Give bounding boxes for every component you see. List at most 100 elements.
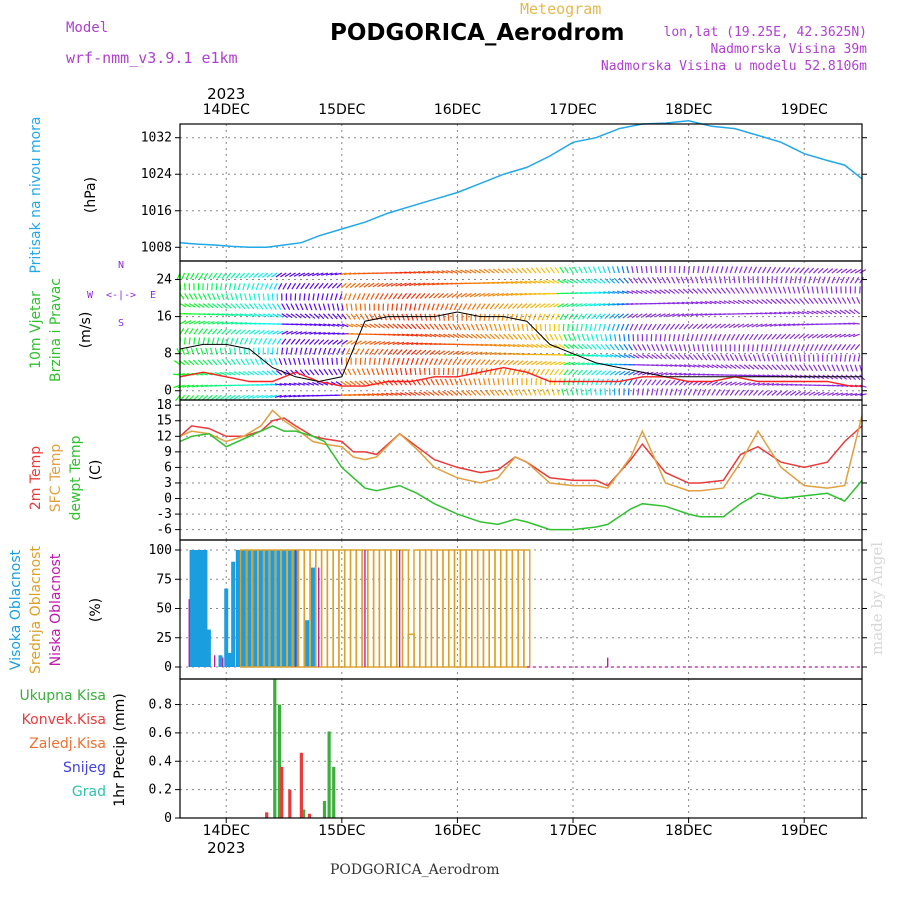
wind-barb	[429, 323, 435, 330]
wind-barb	[839, 333, 847, 338]
wind-barb	[600, 343, 606, 350]
wind-barb	[798, 276, 802, 284]
wind-barb	[818, 344, 824, 351]
wind-barb	[827, 392, 835, 396]
wind-barb	[720, 266, 724, 274]
wind-barb	[517, 360, 524, 366]
wind-barb	[369, 313, 374, 321]
wind-barb	[623, 370, 631, 376]
wind-barb	[526, 323, 529, 332]
wind-barb	[269, 282, 274, 290]
wind-barb	[392, 293, 398, 300]
wind-barb	[540, 323, 542, 332]
wind-barb	[348, 393, 356, 396]
wind-barb	[364, 348, 370, 355]
cloud-bar-high	[199, 550, 204, 667]
wind-barb	[709, 300, 717, 305]
wind-barb	[285, 338, 292, 345]
wind-barb	[775, 333, 782, 340]
wind-barb	[789, 267, 796, 274]
wind-barb	[461, 333, 469, 339]
wind-barb	[369, 340, 377, 345]
wind-barb	[401, 379, 408, 386]
wind-barb	[348, 272, 356, 275]
wind-barb	[697, 364, 705, 368]
wind-barb	[260, 283, 264, 290]
wind-barb	[419, 367, 422, 376]
wind-barb	[849, 276, 855, 284]
wind-barb	[406, 293, 412, 300]
wind-barb	[385, 392, 393, 396]
wind-barb	[757, 354, 761, 362]
wind-barb	[734, 381, 742, 386]
wind-barb	[361, 368, 366, 376]
wind-barb	[429, 350, 436, 356]
wind-barb	[252, 370, 259, 376]
wind-barb	[723, 276, 727, 284]
wind-barb	[808, 391, 816, 396]
cloud-bar-high	[253, 550, 258, 667]
wind-barb	[194, 272, 200, 280]
wind-barb	[645, 313, 652, 318]
compass-east: E	[150, 290, 156, 301]
wind-barb	[221, 358, 227, 366]
wind-barb	[563, 333, 568, 341]
wind-barb	[590, 278, 597, 284]
wind-barb	[503, 333, 510, 340]
wind-barb	[249, 329, 256, 335]
wind-barb	[318, 331, 326, 335]
wind-barb	[678, 380, 686, 386]
precip-unit-label: 1hr Precip (mm)	[112, 693, 128, 806]
wind-barb	[595, 313, 602, 320]
wind-barb	[761, 299, 768, 305]
wind-axis-sublabel: Brzina i Pravac	[48, 278, 64, 382]
wind-barb	[230, 272, 236, 279]
wind-barb	[332, 313, 338, 320]
wind-barb	[375, 368, 380, 376]
wind-barb	[435, 378, 440, 386]
wind-barb	[616, 303, 624, 306]
wind-barb	[836, 384, 844, 387]
wind-barb	[830, 333, 837, 339]
wind-barb	[198, 303, 205, 308]
pressure-unit-label: (hPa)	[83, 177, 99, 213]
wind-barb	[771, 266, 777, 274]
wind-barb	[807, 333, 814, 339]
wind-barb	[580, 303, 588, 307]
wind-barb	[599, 313, 606, 320]
wind-barb	[519, 280, 527, 284]
wind-barb	[433, 292, 440, 299]
cloud-bar-high	[282, 550, 287, 667]
wind-barb	[595, 354, 603, 358]
wind-barb	[690, 313, 699, 317]
wind-barb	[808, 276, 812, 284]
wind-barb	[637, 354, 645, 359]
wind-barb	[262, 330, 270, 335]
wind-barb	[271, 272, 278, 278]
wind-barb	[211, 283, 213, 291]
model-label: Model	[66, 20, 109, 36]
wind-barb	[496, 281, 504, 284]
wind-barb	[516, 267, 523, 274]
wind-barb	[211, 303, 219, 309]
wind-barb	[594, 388, 597, 396]
wind-barb	[683, 364, 691, 368]
wind-barb	[693, 373, 701, 376]
wind-barb	[457, 350, 464, 356]
wind-barb	[392, 323, 399, 329]
wind-barb	[534, 303, 542, 309]
wind-barb	[295, 331, 303, 335]
wind-barb	[604, 334, 608, 342]
wind-barb	[344, 272, 352, 276]
wind-barb	[674, 372, 682, 376]
wind-barb	[521, 323, 524, 332]
wind-barb	[303, 293, 306, 301]
wind-barb	[563, 361, 571, 366]
x-tick-label-top: 14DEC	[203, 102, 250, 118]
wind-barb	[517, 343, 525, 348]
wind-barb	[513, 389, 519, 396]
wind-barb	[549, 267, 556, 274]
wind-barb	[537, 313, 542, 321]
wind-barb	[321, 293, 324, 301]
wind-barb	[774, 323, 782, 327]
